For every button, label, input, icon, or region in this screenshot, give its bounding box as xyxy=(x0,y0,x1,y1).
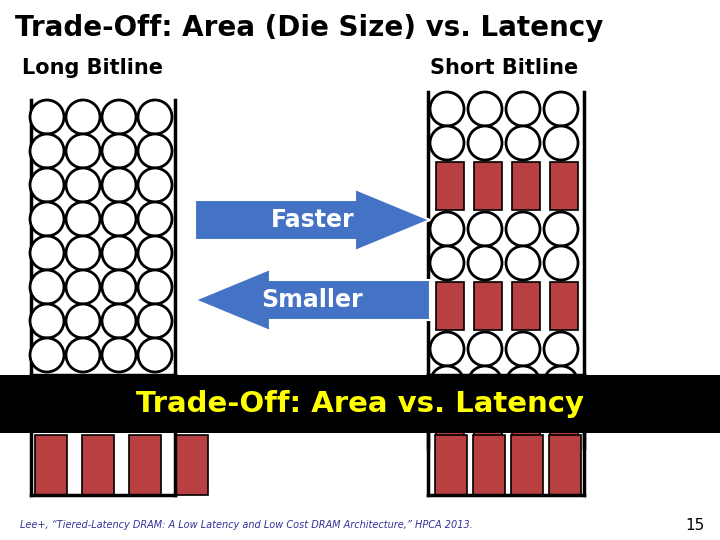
Circle shape xyxy=(102,236,136,270)
Bar xyxy=(82,435,114,495)
Circle shape xyxy=(430,126,464,160)
Circle shape xyxy=(544,92,578,126)
Circle shape xyxy=(66,270,100,304)
Circle shape xyxy=(30,236,64,270)
Circle shape xyxy=(544,246,578,280)
Circle shape xyxy=(30,100,64,134)
Polygon shape xyxy=(195,189,430,251)
Circle shape xyxy=(30,134,64,168)
Circle shape xyxy=(102,338,136,372)
Circle shape xyxy=(468,92,502,126)
Circle shape xyxy=(102,304,136,338)
Bar xyxy=(474,282,502,330)
Text: Trade-Off: Area (Die Size) vs. Latency: Trade-Off: Area (Die Size) vs. Latency xyxy=(15,14,603,42)
Circle shape xyxy=(66,236,100,270)
Circle shape xyxy=(506,246,540,280)
Circle shape xyxy=(506,92,540,126)
Bar xyxy=(550,282,578,330)
Text: Faster: Faster xyxy=(271,208,354,232)
Circle shape xyxy=(102,100,136,134)
Circle shape xyxy=(506,366,540,400)
Circle shape xyxy=(66,338,100,372)
Circle shape xyxy=(66,100,100,134)
Circle shape xyxy=(102,270,136,304)
Circle shape xyxy=(30,270,64,304)
Circle shape xyxy=(544,212,578,246)
Bar xyxy=(435,435,467,495)
Circle shape xyxy=(138,236,172,270)
Circle shape xyxy=(544,126,578,160)
Bar xyxy=(176,435,208,495)
Text: Trade-Off: Area vs. Latency: Trade-Off: Area vs. Latency xyxy=(136,390,584,418)
Bar xyxy=(550,402,578,450)
Text: Lee+, “Tiered-Latency DRAM: A Low Latency and Low Cost DRAM Architecture,” HPCA : Lee+, “Tiered-Latency DRAM: A Low Latenc… xyxy=(20,520,473,530)
Bar xyxy=(473,435,505,495)
Polygon shape xyxy=(195,269,430,331)
Bar xyxy=(474,402,502,450)
Bar xyxy=(511,435,543,495)
Text: Long Bitline: Long Bitline xyxy=(22,58,163,78)
Bar xyxy=(550,162,578,210)
Circle shape xyxy=(430,92,464,126)
Text: 15: 15 xyxy=(685,517,705,532)
Circle shape xyxy=(430,212,464,246)
Circle shape xyxy=(66,304,100,338)
Bar xyxy=(436,402,464,450)
Circle shape xyxy=(138,270,172,304)
Circle shape xyxy=(468,212,502,246)
Circle shape xyxy=(66,134,100,168)
Circle shape xyxy=(102,202,136,236)
Circle shape xyxy=(138,304,172,338)
Circle shape xyxy=(30,168,64,202)
Circle shape xyxy=(468,366,502,400)
Circle shape xyxy=(30,338,64,372)
Bar xyxy=(35,435,67,495)
Circle shape xyxy=(66,202,100,236)
Circle shape xyxy=(430,366,464,400)
Bar xyxy=(512,282,540,330)
Circle shape xyxy=(468,126,502,160)
Text: Smaller: Smaller xyxy=(261,288,364,312)
Circle shape xyxy=(138,338,172,372)
Circle shape xyxy=(544,366,578,400)
Circle shape xyxy=(468,332,502,366)
Circle shape xyxy=(468,246,502,280)
Circle shape xyxy=(544,332,578,366)
Bar xyxy=(436,162,464,210)
Circle shape xyxy=(102,168,136,202)
Circle shape xyxy=(102,134,136,168)
Circle shape xyxy=(138,202,172,236)
Bar xyxy=(549,435,581,495)
Circle shape xyxy=(138,168,172,202)
Bar xyxy=(512,402,540,450)
Bar xyxy=(474,162,502,210)
Bar xyxy=(129,435,161,495)
Circle shape xyxy=(138,100,172,134)
Circle shape xyxy=(506,212,540,246)
Circle shape xyxy=(138,134,172,168)
Bar xyxy=(436,282,464,330)
Circle shape xyxy=(430,332,464,366)
Circle shape xyxy=(30,304,64,338)
Circle shape xyxy=(30,202,64,236)
Bar xyxy=(0,375,720,433)
Circle shape xyxy=(66,168,100,202)
Text: Short Bitline: Short Bitline xyxy=(430,58,578,78)
Circle shape xyxy=(430,246,464,280)
Bar xyxy=(512,162,540,210)
Circle shape xyxy=(506,332,540,366)
Circle shape xyxy=(506,126,540,160)
